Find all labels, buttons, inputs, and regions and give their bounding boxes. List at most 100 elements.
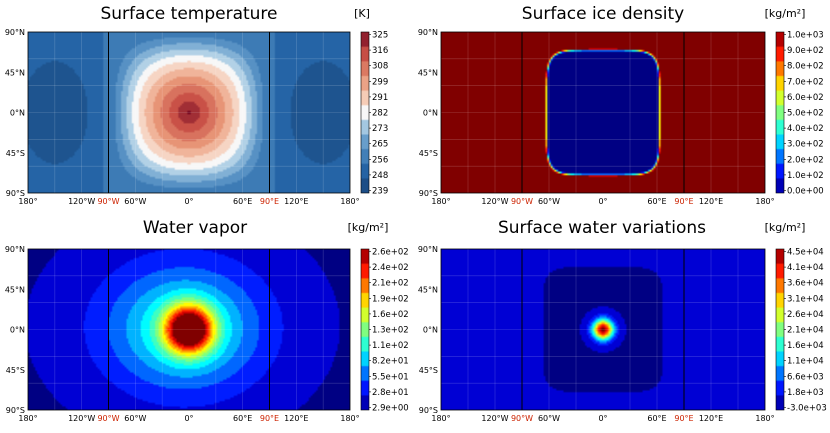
x-tick-label: 90°E bbox=[260, 414, 279, 423]
panel-water-vapor: Water vapor [kg/m²] 2.6e+02 2.4e+02 2.1e+0… bbox=[5, 218, 409, 423]
x-tick-label: 60°W bbox=[124, 414, 146, 423]
colorbar-tick-label: 1.0e+03 bbox=[787, 31, 824, 41]
colorbar-tick-label: 2.1e+02 bbox=[372, 279, 409, 289]
colorbar-tick-label: 1.6e+02 bbox=[372, 310, 409, 320]
x-tick-label: 180° bbox=[431, 197, 450, 206]
x-tick-label: 180° bbox=[755, 197, 774, 206]
y-tick-label: 90°N bbox=[418, 28, 438, 37]
water-vapor-heatmap bbox=[28, 249, 350, 410]
unit-label: [K] bbox=[354, 7, 370, 20]
x-tick-label: 120°W bbox=[68, 414, 95, 423]
colorbar-ticks: 1.0e+03 9.0e+02 8.0e+02 7.0e+02 6.0e+02 5.0e+… bbox=[784, 31, 824, 197]
y-axis-ticks: 90°N 45°N 0°N 45°S 90°S bbox=[418, 28, 438, 198]
x-tick-label: 90°W bbox=[511, 197, 533, 206]
y-tick-label: 45°S bbox=[6, 366, 25, 375]
x-tick-label: 180° bbox=[340, 197, 359, 206]
x-tick-label: 90°W bbox=[97, 197, 119, 206]
unit-label: [kg/m²] bbox=[348, 221, 389, 234]
colorbar-tick-label: 8.0e+02 bbox=[787, 62, 824, 72]
colorbar-tick-label: 1.3e+02 bbox=[372, 326, 409, 336]
unit-label: [kg/m²] bbox=[765, 221, 806, 234]
map-frame bbox=[440, 248, 766, 411]
x-tick-label: 120°E bbox=[699, 197, 723, 206]
colorbar-tick-label: 2.8e+01 bbox=[372, 388, 409, 398]
colorbar-ticks: 325 316 308 299 291 282 273 265 256 248 239 bbox=[369, 31, 388, 197]
x-tick-label: 120°E bbox=[699, 414, 723, 423]
y-tick-label: 0°N bbox=[10, 109, 25, 118]
x-tick-label: 60°E bbox=[233, 197, 252, 206]
panel-surface-temperature: Surface temperature [K] 325 316 308 299 291 2… bbox=[5, 4, 388, 206]
map-gridlines bbox=[28, 32, 350, 193]
colorbar-tick-label: 1.1e+04 bbox=[787, 357, 824, 367]
map-frame bbox=[27, 248, 351, 411]
colorbar-tick-label: 1.1e+02 bbox=[372, 341, 409, 351]
y-tick-label: 0°N bbox=[10, 326, 25, 335]
x-tick-label: 90°W bbox=[511, 414, 533, 423]
colorbar-tick-label: 256 bbox=[372, 155, 388, 165]
map-frame bbox=[27, 31, 351, 194]
y-tick-label: 90°S bbox=[6, 406, 25, 415]
colorbar-tick-label: 239 bbox=[372, 187, 388, 197]
x-tick-label: 180° bbox=[18, 414, 37, 423]
ice-density-heatmap bbox=[441, 32, 765, 193]
colorbar-tick-label: 5.0e+02 bbox=[787, 109, 824, 119]
y-tick-label: 45°S bbox=[419, 149, 438, 158]
x-tick-label: 120°E bbox=[284, 197, 308, 206]
x-tick-label: 60°W bbox=[124, 197, 146, 206]
colorbar bbox=[776, 249, 784, 410]
colorbar-tick-label: 308 bbox=[372, 62, 388, 72]
colorbar bbox=[361, 249, 369, 410]
panel-title: Surface temperature bbox=[100, 4, 277, 24]
x-tick-label: 0° bbox=[184, 197, 193, 206]
colorbar-tick-label: 1.9e+02 bbox=[372, 294, 409, 304]
colorbar-tick-label: 1.8e+03 bbox=[787, 388, 824, 398]
x-axis-ticks: 180° 120°W 90°W 60°W 0° 60°E 90°E 120°E 180° bbox=[431, 197, 774, 206]
map-gridlines bbox=[28, 249, 350, 410]
colorbar-tick-label: 9.0e+02 bbox=[787, 46, 824, 56]
x-tick-label: 120°E bbox=[284, 414, 308, 423]
y-tick-label: 90°S bbox=[6, 189, 25, 198]
x-tick-label: 60°E bbox=[647, 197, 666, 206]
y-tick-label: 45°N bbox=[5, 285, 25, 294]
x-axis-ticks: 180° 120°W 90°W 60°W 0° 60°E 90°E 120°E 180° bbox=[18, 197, 359, 206]
colorbar-tick-label: 5.5e+01 bbox=[372, 372, 409, 382]
x-tick-label: 120°W bbox=[481, 414, 508, 423]
colorbar-tick-label: 273 bbox=[372, 124, 388, 134]
colorbar-tick-label: 3.0e+02 bbox=[787, 140, 824, 150]
colorbar-tick-label: 0.0e+00 bbox=[787, 187, 824, 197]
colorbar-tick-label: 1.0e+02 bbox=[787, 171, 824, 181]
y-tick-label: 45°N bbox=[418, 285, 438, 294]
y-tick-label: 0°N bbox=[423, 326, 438, 335]
map-gridlines bbox=[441, 32, 765, 193]
x-tick-label: 60°W bbox=[538, 197, 560, 206]
x-tick-label: 60°W bbox=[538, 414, 560, 423]
y-tick-label: 90°N bbox=[418, 245, 438, 254]
map-gridlines bbox=[441, 249, 765, 410]
panel-surface-water-variations: Surface water variations [kg/m²] 4.5e+04… bbox=[418, 218, 827, 423]
colorbar-tick-label: 8.2e+01 bbox=[372, 357, 409, 367]
colorbar-ticks: 4.5e+04 4.1e+04 3.6e+04 3.1e+04 2.6e+04 2.1e+… bbox=[784, 248, 827, 414]
temperature-heatmap bbox=[28, 32, 350, 193]
colorbar-tick-label: 7.0e+02 bbox=[787, 77, 824, 87]
colorbar-tick-label: 291 bbox=[372, 93, 388, 103]
y-tick-label: 90°S bbox=[419, 406, 438, 415]
x-tick-label: 120°W bbox=[68, 197, 95, 206]
colorbar bbox=[776, 32, 784, 193]
y-tick-label: 45°S bbox=[6, 149, 25, 158]
colorbar-tick-label: 1.6e+04 bbox=[787, 341, 824, 351]
y-tick-label: 90°N bbox=[5, 28, 25, 37]
colorbar-tick-label: 3.1e+04 bbox=[787, 294, 824, 304]
colorbar-tick-label: 282 bbox=[372, 109, 388, 119]
x-axis-ticks: 180° 120°W 90°W 60°W 0° 60°E 90°E 120°E 180° bbox=[18, 414, 359, 423]
colorbar-ticks: 2.6e+02 2.4e+02 2.1e+02 1.9e+02 1.6e+02 1.3e+… bbox=[369, 248, 409, 414]
colorbar-tick-label: 316 bbox=[372, 46, 388, 56]
panel-title: Surface ice density bbox=[522, 4, 684, 24]
y-axis-ticks: 90°N 45°N 0°N 45°S 90°S bbox=[5, 28, 25, 198]
x-tick-label: 0° bbox=[184, 414, 193, 423]
colorbar bbox=[361, 32, 369, 193]
y-axis-ticks: 90°N 45°N 0°N 45°S 90°S bbox=[5, 245, 25, 415]
colorbar-tick-label: 2.4e+02 bbox=[372, 263, 409, 273]
x-tick-label: 120°W bbox=[481, 197, 508, 206]
colorbar-tick-label: 6.6e+03 bbox=[787, 372, 824, 382]
